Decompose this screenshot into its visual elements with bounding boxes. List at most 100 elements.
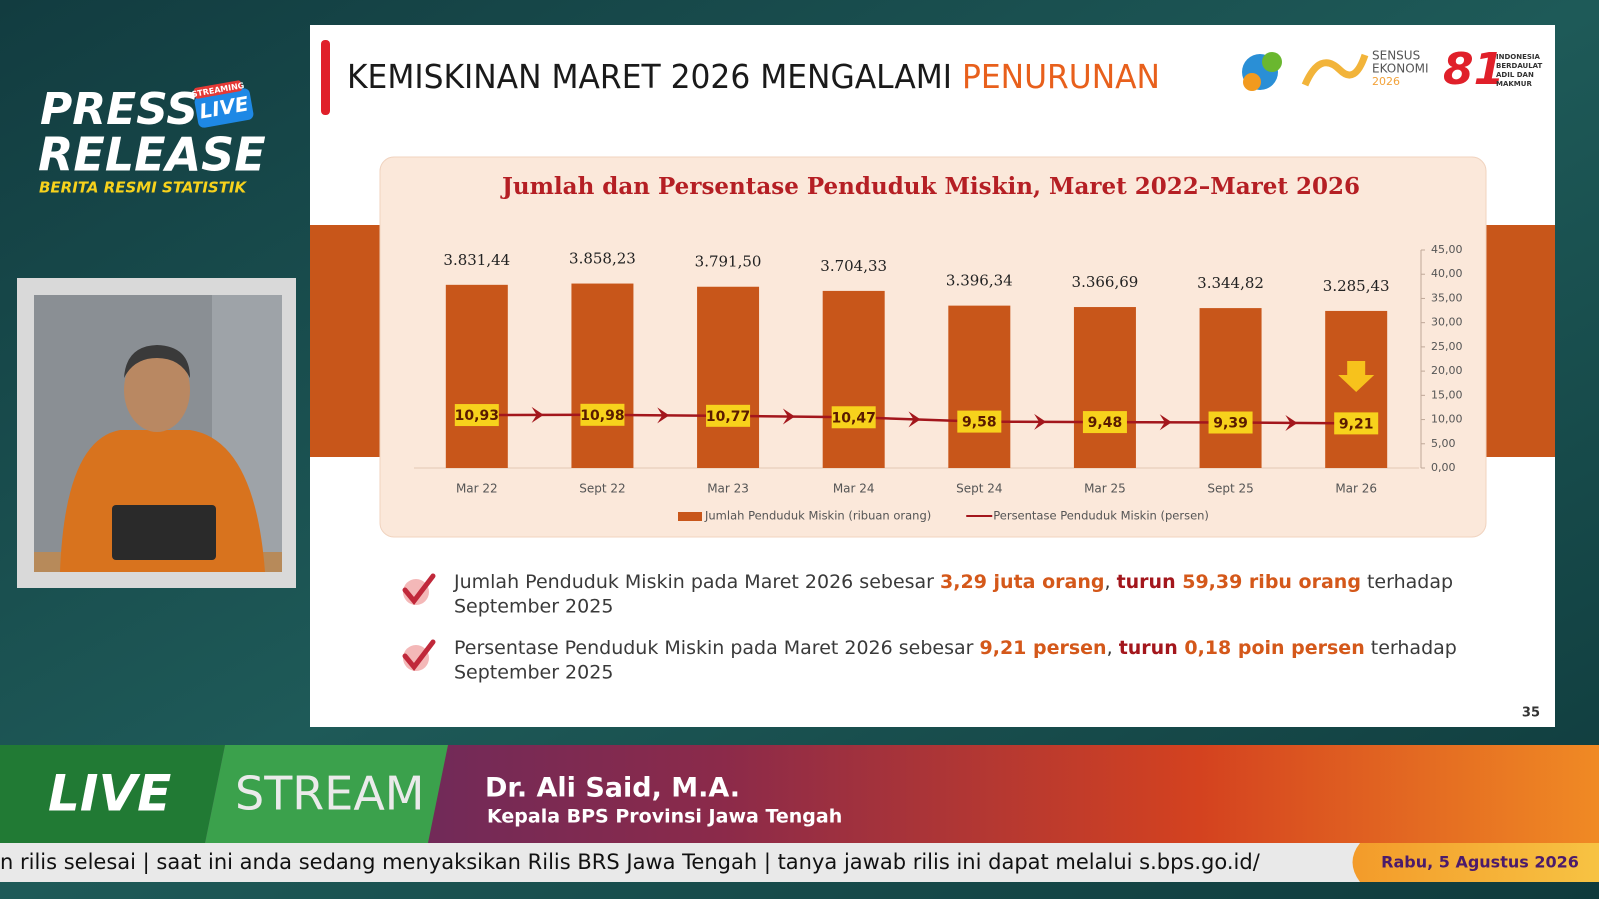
live-panel — [0, 745, 225, 843]
speaker-hair — [124, 345, 190, 378]
date-text: Rabu, 5 Agustus 2026 — [1381, 853, 1579, 872]
bar-value-label: 3.285,43 — [1323, 277, 1390, 295]
line-chevron — [1285, 414, 1298, 431]
line-value-label: 9,48 — [1088, 415, 1123, 431]
speaker-name: Dr. Ali Said, M.A. — [485, 773, 740, 804]
bps-logo-3 — [1243, 73, 1261, 91]
streaming-badge — [193, 80, 243, 99]
line-point-box — [831, 406, 876, 429]
bar — [822, 290, 885, 468]
y2-tick-label: 15,00 — [1431, 388, 1463, 401]
bar-value-label: 3.396,34 — [946, 272, 1013, 290]
bps-logo-2 — [1262, 52, 1282, 72]
tablet — [112, 505, 216, 560]
live-label: LIVE — [48, 765, 171, 823]
bar-value-label: 3.704,33 — [820, 257, 887, 275]
line-point-box — [706, 404, 751, 427]
press-release-logo: PRESS RELEASE LIVE STREAMING BERITA RESM… — [38, 80, 266, 197]
bullet-text: Persentase Penduduk Miskin pada Maret 20… — [454, 637, 1457, 659]
line-chevron — [657, 407, 670, 424]
line-value-label: 9,21 — [1339, 416, 1374, 432]
x-tick-label: Sept 25 — [1207, 482, 1253, 496]
se-logo — [1301, 53, 1369, 87]
bar-value-label: 3.366,69 — [1072, 273, 1139, 291]
bullet-segment: terhadap — [1365, 637, 1457, 659]
line-value-label: 10,98 — [580, 408, 624, 424]
legend-label: Persentase Penduduk Miskin (persen) — [993, 509, 1209, 523]
chart: 0,00 5,00 10,00 15,00 20,00 25,00 30,00 35,00 40… — [414, 243, 1463, 523]
page-number: 35 — [1522, 706, 1540, 721]
y2-tick-label: 35,00 — [1431, 291, 1463, 304]
bullet-segment: 59,39 ribu orang — [1182, 571, 1361, 593]
title-highlight: PENURUNAN — [962, 57, 1160, 96]
live-badge — [194, 88, 254, 128]
bar-value-label: 3.858,23 — [569, 250, 636, 268]
bullets: Jumlah Penduduk Miskin pada Maret 2026 s… — [402, 571, 1457, 684]
line-chevron — [1034, 413, 1047, 430]
bullet-segment: 3,29 juta orang — [940, 571, 1104, 593]
bullet-segment: , — [1107, 637, 1119, 659]
stream-panel — [205, 745, 448, 843]
y2-tick-label: 25,00 — [1431, 340, 1463, 353]
line-value-label: 10,93 — [455, 408, 499, 424]
video-feed — [17, 278, 296, 588]
bar — [445, 284, 508, 468]
bullet-continuation: September 2025 — [454, 596, 613, 618]
bullet-segment: turun — [1117, 571, 1183, 593]
line-point-box — [580, 403, 625, 426]
bar-value-label: 3.831,44 — [443, 251, 510, 269]
bullet-segment: Persentase Penduduk Miskin pada Maret 20… — [454, 637, 980, 659]
bullet-segment: terhadap — [1361, 571, 1453, 593]
stream-label: STREAM — [235, 767, 424, 821]
line-chevron — [908, 411, 921, 428]
tagline: BERITA RESMI STATISTIK — [39, 179, 248, 197]
anniversary-logo: 81 — [1443, 44, 1504, 95]
x-tick-label: Mar 23 — [707, 482, 749, 496]
bullet-segment: Jumlah Penduduk Miskin pada Maret 2026 s… — [453, 571, 940, 593]
x-tick-label: Sept 22 — [579, 482, 625, 496]
line-value-label: 10,47 — [832, 410, 876, 426]
x-tick-label: Sept 24 — [956, 482, 1002, 496]
line-point-box — [1082, 411, 1127, 434]
bullet-segment: , — [1104, 571, 1116, 593]
x-tick-label: Mar 22 — [456, 482, 498, 496]
bullet-segment: turun — [1119, 637, 1185, 659]
line-point-box — [454, 404, 499, 427]
press-text: PRESS — [40, 84, 198, 135]
sensus-text: SENSUS — [1372, 49, 1420, 63]
release-text: RELEASE — [38, 128, 266, 182]
bullet-segment: 0,18 poin persen — [1184, 637, 1364, 659]
bar — [697, 286, 760, 468]
bullet-continuation: September 2025 — [454, 662, 613, 684]
motto-2: BERDAULAT — [1496, 62, 1543, 70]
motto-4: MAKMUR — [1496, 80, 1532, 88]
check-mark — [402, 639, 436, 672]
motto-1: INDONESIA — [1496, 53, 1541, 61]
line-value-label: 9,39 — [1213, 416, 1248, 432]
motto-3: ADIL DAN — [1496, 71, 1534, 79]
down-arrow — [1338, 361, 1375, 392]
chart-panel — [379, 156, 1487, 538]
y2-tick-label: 40,00 — [1431, 267, 1463, 280]
line-chevron — [782, 408, 795, 425]
speaker-position: Kepala BPS Provinsi Jawa Tengah — [487, 806, 842, 828]
y2-tick-label: 30,00 — [1431, 316, 1463, 329]
slide-title: KEMISKINAN MARET 2026 MENGALAMI PENURUNA… — [347, 57, 1160, 96]
check-mark — [402, 573, 436, 606]
ekonomi-text: EKONOMI — [1372, 62, 1429, 76]
line-point-box — [1334, 412, 1379, 435]
line-point-box — [957, 410, 1002, 433]
x-tick-label: Mar 26 — [1335, 482, 1377, 496]
year-text: 2026 — [1372, 75, 1400, 88]
line-point-box — [1208, 411, 1253, 434]
bullet-text: Jumlah Penduduk Miskin pada Maret 2026 s… — [453, 571, 1453, 593]
bullet-segment: 9,21 persen — [980, 637, 1107, 659]
y2-tick-label: 0,00 — [1431, 461, 1456, 474]
line-chevron — [1159, 414, 1172, 431]
logos: SENSUS EKONOMI 2026 81 INDONESIA BERDAUL… — [1242, 44, 1543, 95]
bar — [571, 283, 634, 468]
title-accent — [321, 40, 330, 115]
bar-value-label: 3.791,50 — [695, 253, 762, 271]
x-tick-label: Mar 25 — [1084, 482, 1126, 496]
line-value-label: 9,58 — [962, 415, 997, 431]
